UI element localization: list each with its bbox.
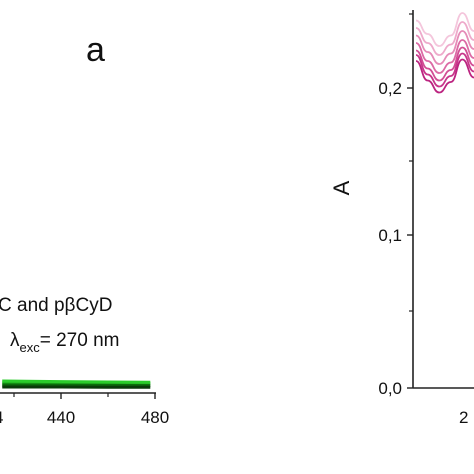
panel-b-series — [415, 12, 474, 94]
panel-a-label: a — [86, 31, 105, 69]
panel-b-series-line-5 — [415, 46, 474, 82]
panel-a: a C and pβCyD λexc= 270 nm 4 440 480 — [0, 31, 169, 427]
panel-a-x-tick-label-partial: 4 — [0, 408, 3, 427]
panel-b-series-line-4 — [415, 39, 474, 74]
panel-a-series-line-2 — [2, 379, 151, 384]
panel-b-series-line-2 — [415, 21, 474, 56]
panel-b-y-tick-label-0: 0,0 — [378, 379, 402, 398]
panel-b: 0,0 0,1 0,2 A 2 — [329, 10, 474, 427]
panel-b-y-axis-label: A — [329, 180, 354, 195]
panel-a-series — [2, 379, 151, 389]
panel-b-x-tick-label-partial: 2 — [459, 408, 468, 427]
panel-a-series-line-1 — [2, 381, 151, 386]
annotation-excitation-value: = 270 nm — [40, 330, 120, 351]
panel-b-series-line-1 — [415, 12, 474, 47]
annotation-excitation: λexc= 270 nm — [10, 330, 119, 355]
panel-b-series-line-7 — [415, 58, 474, 94]
annotation-lambda: λ — [10, 330, 20, 351]
panel-b-series-line-3 — [415, 30, 474, 65]
panel-a-x-tick-label-440: 440 — [47, 408, 75, 427]
panel-a-x-tick-label-480: 480 — [141, 408, 169, 427]
panel-a-series-line-3 — [2, 383, 151, 388]
annotation-lambda-subscript: exc — [20, 340, 41, 355]
panel-b-y-tick-label-0.1: 0,1 — [378, 226, 402, 245]
panel-b-y-tick-label-0.2: 0,2 — [378, 79, 402, 98]
annotation-sample: C and pβCyD — [0, 295, 112, 316]
panel-b-series-line-6 — [415, 52, 474, 88]
